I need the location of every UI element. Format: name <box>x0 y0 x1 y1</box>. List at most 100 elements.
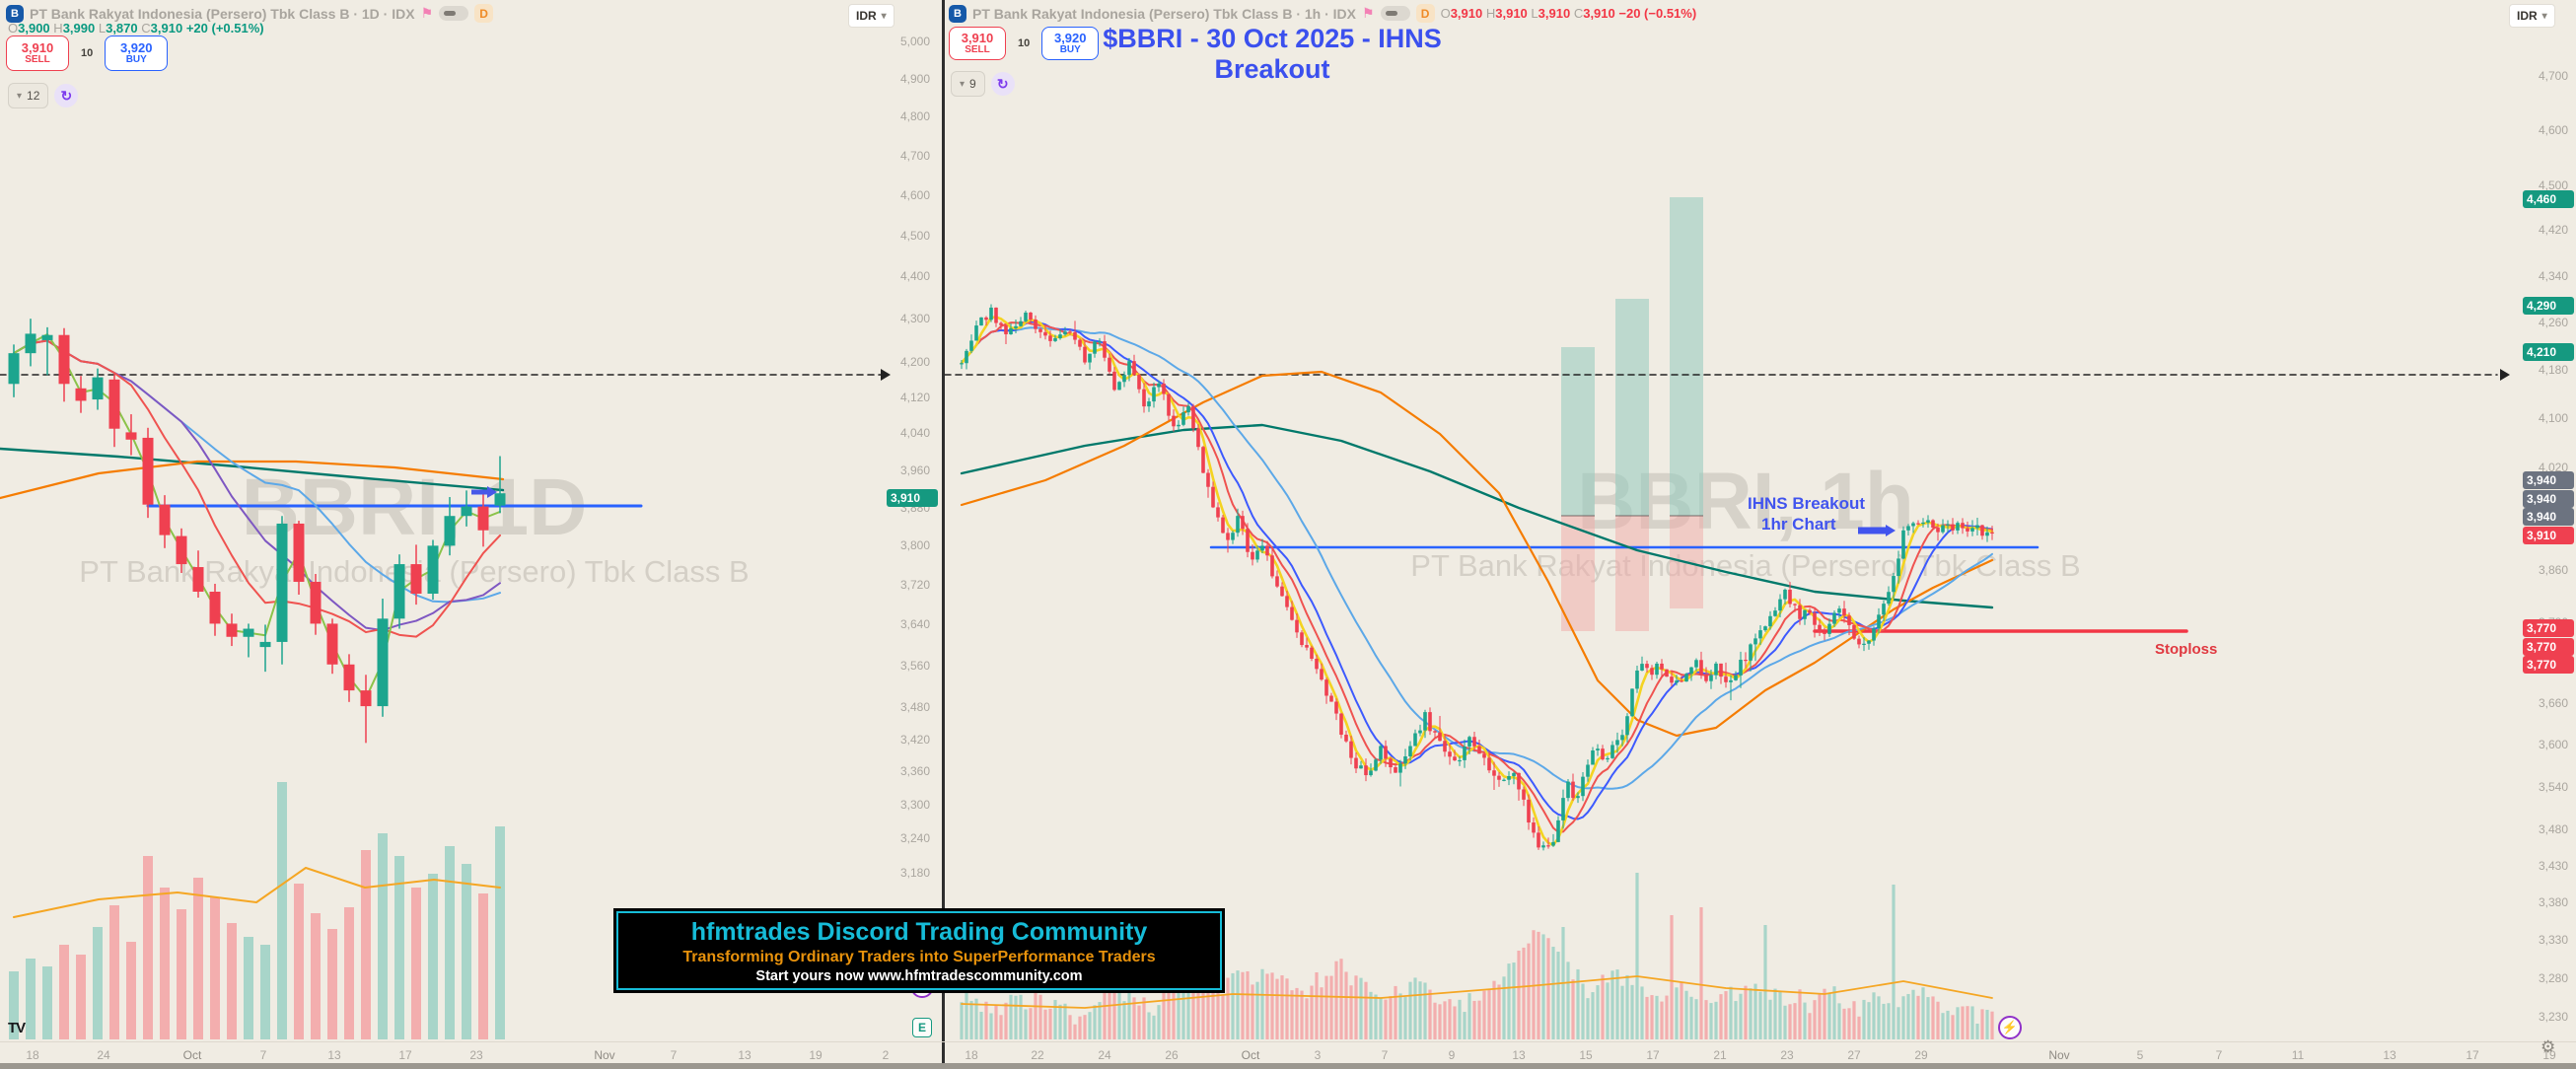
price-tick: 4,340 <box>2538 268 2568 283</box>
price-badge: 3,770 <box>2523 656 2574 674</box>
price-tick: 3,180 <box>899 866 930 880</box>
collapse-indicators-button[interactable]: ▾ 9 <box>951 71 985 97</box>
time-tick: 7 <box>670 1048 678 1062</box>
buy-label: BUY <box>1059 43 1081 55</box>
extended-hours-icon[interactable]: E <box>912 1018 932 1037</box>
buy-label: BUY <box>125 53 147 65</box>
toggle-icon[interactable] <box>1380 6 1410 21</box>
buy-button[interactable]: 3,920 BUY <box>1041 27 1100 60</box>
time-tick: 19 <box>809 1048 823 1062</box>
sell-label: SELL <box>25 53 50 65</box>
time-tick: Oct <box>182 1048 202 1062</box>
left-currency-dropdown[interactable]: IDR ▾ <box>848 4 894 28</box>
time-tick: 15 <box>1579 1048 1593 1062</box>
ihns-line2: 1hr Chart <box>1761 515 1836 534</box>
time-tick: 9 <box>1448 1048 1456 1062</box>
price-badge: 4,290 <box>2523 297 2574 315</box>
right-symbol-header[interactable]: B PT Bank Rakyat Indonesia (Persero) Tbk… <box>949 4 1696 23</box>
time-tick: 17 <box>2466 1048 2479 1062</box>
price-tick: 3,960 <box>899 463 930 477</box>
time-tick: 11 <box>2291 1048 2305 1062</box>
instant-order-lightning-icon[interactable]: ⚡ <box>1998 1016 2022 1039</box>
price-tick: 3,480 <box>2538 822 2568 837</box>
ohlc-low: 3,910 <box>1538 6 1571 21</box>
price-tick: 4,600 <box>2538 122 2568 137</box>
price-badge: 3,910 <box>2523 527 2574 544</box>
right-price-scale[interactable]: 4,700 4,600 4,500 4,420 4,340 4,260 4,180 4,100… <box>2503 0 2576 1041</box>
time-tick: 24 <box>97 1048 110 1062</box>
ohlc-open-key: O <box>1440 6 1451 21</box>
time-tick: 7 <box>2215 1048 2223 1062</box>
time-scale[interactable]: 18 24 Oct 7 13 17 23 Nov 7 13 19 2 18 22 24 26 Oct 3 7 9 13 1… <box>0 1041 2576 1064</box>
price-badge: 3,940 <box>2523 508 2574 526</box>
time-tick: 13 <box>327 1048 341 1062</box>
timeframe-badge[interactable]: D <box>1415 4 1435 23</box>
chart-title: $BBRI - 30 Oct 2025 - IHNS Breakout <box>1103 24 1442 84</box>
indicator-count: 9 <box>969 77 976 91</box>
stoploss-label[interactable]: Stoploss <box>2155 641 2218 658</box>
time-tick: 13 <box>1512 1048 1526 1062</box>
price-tick: 5,000 <box>899 35 930 49</box>
symbol-name[interactable]: PT Bank Rakyat Indonesia (Persero) Tbk C… <box>972 5 1356 22</box>
left-symbol-header[interactable]: B PT Bank Rakyat Indonesia (Persero) Tbk… <box>6 4 494 23</box>
refresh-icon[interactable]: ↻ <box>990 72 1015 96</box>
spread-value: 10 <box>1018 37 1031 49</box>
price-badge: 3,770 <box>2523 638 2574 656</box>
toggle-icon[interactable] <box>439 6 469 21</box>
flag-icon[interactable]: ⚑ <box>1362 5 1375 21</box>
collapse-indicators-button[interactable]: ▾ 12 <box>8 83 49 108</box>
sell-button[interactable]: 3,910 SELL <box>949 27 1006 60</box>
right-indicator-row: ▾ 9 ↻ <box>951 71 1015 97</box>
indicator-count: 12 <box>27 89 40 103</box>
tradingview-logo: TV <box>8 1020 26 1036</box>
price-tick: 4,020 <box>2538 461 2568 475</box>
ihns-annotation[interactable]: IHNS Breakout 1hr Chart <box>1748 493 1865 535</box>
price-badge: 4,210 <box>2523 343 2574 361</box>
flag-icon[interactable]: ⚑ <box>420 5 434 21</box>
price-tick: 3,860 <box>2538 562 2568 577</box>
price-tick: 4,260 <box>2538 316 2568 330</box>
price-tick: 4,600 <box>899 187 930 202</box>
ohlc-low: 3,870 <box>106 21 138 36</box>
ohlc-close-key: C <box>1573 6 1584 21</box>
right-currency-dropdown[interactable]: IDR ▾ <box>2509 4 2555 28</box>
ohlc-open: 3,910 <box>1450 6 1483 21</box>
ohlc-open-key: O <box>8 21 19 36</box>
buy-button[interactable]: 3,920 BUY <box>105 36 169 71</box>
time-tick: Nov <box>594 1048 615 1062</box>
right-trade-buttons: 3,910 SELL 10 3,920 BUY <box>949 27 1100 60</box>
pane-divider[interactable] <box>942 0 945 1069</box>
scale-settings-gear-icon[interactable]: ⚙ <box>2540 1037 2556 1056</box>
price-tick: 3,360 <box>899 764 930 779</box>
banner-title: hfmtrades Discord Trading Community <box>690 917 1148 946</box>
price-tick: 4,900 <box>899 71 930 86</box>
bri-logo-icon: B <box>6 4 24 23</box>
price-tick: 4,700 <box>2538 69 2568 84</box>
left-price-scale[interactable]: 5,000 4,900 4,800 4,700 4,600 4,500 4,400 4,300… <box>843 0 942 1041</box>
sell-price: 3,910 <box>961 30 994 45</box>
timeframe-badge[interactable]: D <box>474 4 494 23</box>
time-tick: 7 <box>1381 1048 1389 1062</box>
buy-price: 3,920 <box>1053 30 1087 45</box>
price-tick: 3,600 <box>2538 738 2568 751</box>
time-tick: 18 <box>965 1048 978 1062</box>
price-tick: 3,240 <box>899 831 930 846</box>
time-tick: 2 <box>882 1048 890 1062</box>
ohlc-change: +20 (+0.51%) <box>185 21 264 36</box>
price-tick: 4,400 <box>899 269 930 284</box>
time-tick: 18 <box>26 1048 39 1062</box>
price-tick: 3,430 <box>2538 858 2568 873</box>
price-tick: 3,420 <box>899 732 930 747</box>
price-tick: 4,300 <box>899 312 930 326</box>
ohlc-close: 3,910 <box>1583 6 1615 21</box>
banner-subtitle: Transforming Ordinary Traders into Super… <box>682 948 1156 965</box>
price-tick: 4,420 <box>2538 223 2568 238</box>
price-tick: 4,500 <box>899 228 930 243</box>
ohlc-close-key: C <box>141 21 151 36</box>
refresh-icon[interactable]: ↻ <box>54 84 79 107</box>
sell-button[interactable]: 3,910 SELL <box>6 36 69 71</box>
ohlc-high: 3,910 <box>1495 6 1528 21</box>
symbol-name[interactable]: PT Bank Rakyat Indonesia (Persero) Tbk C… <box>30 5 415 22</box>
